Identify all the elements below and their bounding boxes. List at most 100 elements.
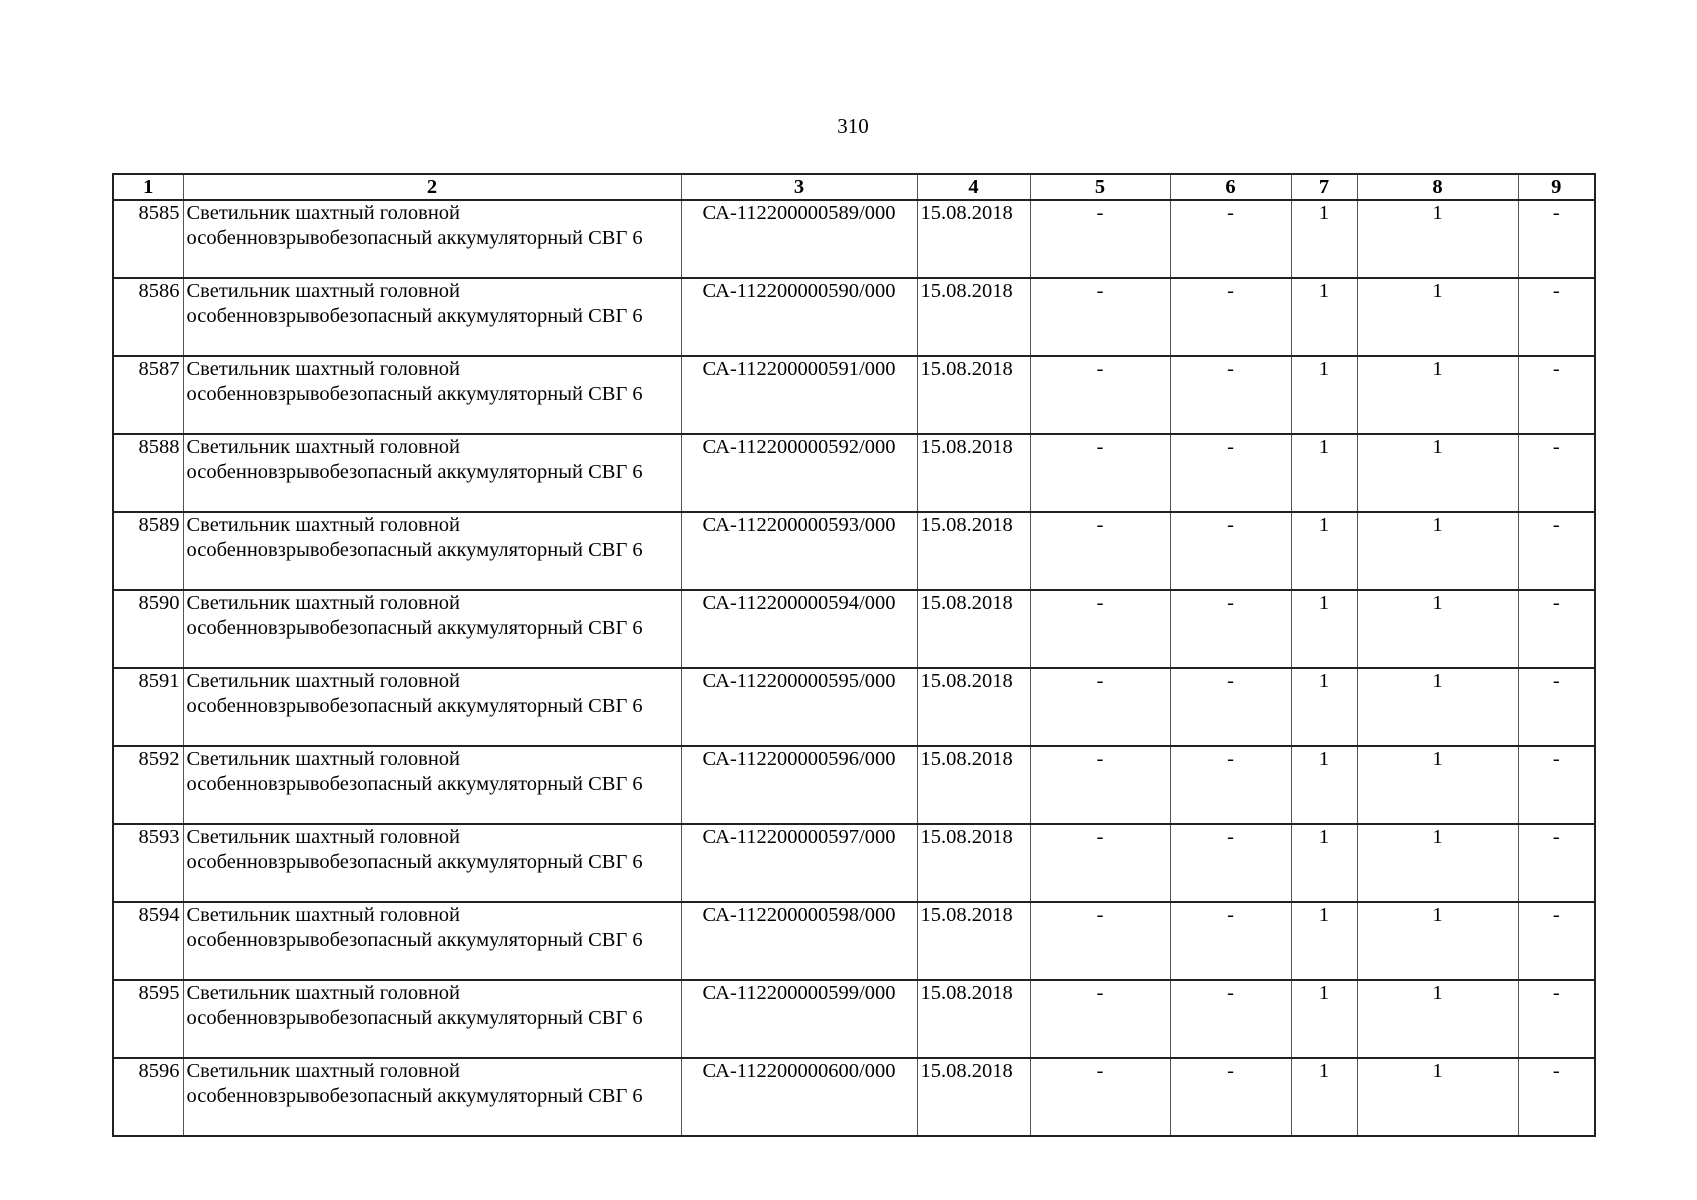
column-header: 1 (112, 173, 184, 201)
cell-name: Светильник шахтный головной особенновзры… (182, 1057, 682, 1137)
cell-c5: - (1029, 589, 1171, 669)
cell-c6: - (1169, 901, 1292, 981)
table-row: 8591 Светильник шахтный головной особенно… (112, 667, 1596, 747)
cell-c5: - (1029, 355, 1171, 435)
cell-num: 8592 (112, 745, 184, 825)
cell-c6: - (1169, 511, 1292, 591)
table-row: 8592 Светильник шахтный головной особенно… (112, 745, 1596, 825)
cell-code: СА-112200000599/000 (680, 979, 918, 1059)
cell-date: 15.08.2018 (916, 745, 1031, 825)
cell-c8: 1 (1356, 589, 1519, 669)
cell-c8: 1 (1356, 511, 1519, 591)
table-row: 8596 Светильник шахтный головной особенно… (112, 1057, 1596, 1137)
cell-c8: 1 (1356, 979, 1519, 1059)
cell-code: СА-112200000600/000 (680, 1057, 918, 1137)
table-row: 8594 Светильник шахтный головной особенно… (112, 901, 1596, 981)
cell-c7: 1 (1290, 823, 1358, 903)
cell-c7: 1 (1290, 667, 1358, 747)
cell-c6: - (1169, 745, 1292, 825)
cell-num: 8588 (112, 433, 184, 513)
cell-num: 8591 (112, 667, 184, 747)
cell-c7: 1 (1290, 511, 1358, 591)
cell-c9: - (1517, 511, 1596, 591)
cell-c7: 1 (1290, 355, 1358, 435)
cell-c5: - (1029, 1057, 1171, 1137)
cell-c9: - (1517, 199, 1596, 279)
cell-name: Светильник шахтный головной особенновзры… (182, 433, 682, 513)
cell-name: Светильник шахтный головной особенновзры… (182, 823, 682, 903)
cell-c8: 1 (1356, 901, 1519, 981)
cell-date: 15.08.2018 (916, 979, 1031, 1059)
cell-c5: - (1029, 667, 1171, 747)
cell-code: СА-112200000595/000 (680, 667, 918, 747)
table-row: 8585 Светильник шахтный головной особенно… (112, 199, 1596, 279)
cell-code: СА-112200000598/000 (680, 901, 918, 981)
cell-date: 15.08.2018 (916, 589, 1031, 669)
cell-code: СА-112200000589/000 (680, 199, 918, 279)
cell-name: Светильник шахтный головной особенновзры… (182, 199, 682, 279)
cell-code: СА-112200000596/000 (680, 745, 918, 825)
table-row: 8589 Светильник шахтный головной особенно… (112, 511, 1596, 591)
cell-c5: - (1029, 901, 1171, 981)
cell-code: СА-112200000593/000 (680, 511, 918, 591)
cell-c9: - (1517, 433, 1596, 513)
cell-num: 8586 (112, 277, 184, 357)
cell-c5: - (1029, 277, 1171, 357)
column-header: 9 (1517, 173, 1596, 201)
table-row: 8595 Светильник шахтный головной особенно… (112, 979, 1596, 1059)
cell-c5: - (1029, 745, 1171, 825)
cell-num: 8589 (112, 511, 184, 591)
cell-num: 8594 (112, 901, 184, 981)
cell-name: Светильник шахтный головной особенновзры… (182, 901, 682, 981)
cell-code: СА-112200000594/000 (680, 589, 918, 669)
cell-date: 15.08.2018 (916, 355, 1031, 435)
cell-name: Светильник шахтный головной особенновзры… (182, 355, 682, 435)
table-row: 8586 Светильник шахтный головной особенно… (112, 277, 1596, 357)
cell-date: 15.08.2018 (916, 823, 1031, 903)
cell-num: 8595 (112, 979, 184, 1059)
cell-date: 15.08.2018 (916, 511, 1031, 591)
cell-c6: - (1169, 667, 1292, 747)
cell-date: 15.08.2018 (916, 277, 1031, 357)
cell-c9: - (1517, 901, 1596, 981)
cell-date: 15.08.2018 (916, 901, 1031, 981)
cell-c9: - (1517, 355, 1596, 435)
cell-c8: 1 (1356, 199, 1519, 279)
cell-c7: 1 (1290, 901, 1358, 981)
cell-c9: - (1517, 667, 1596, 747)
column-header: 4 (916, 173, 1031, 201)
column-header: 6 (1169, 173, 1292, 201)
cell-c6: - (1169, 1057, 1292, 1137)
cell-date: 15.08.2018 (916, 433, 1031, 513)
cell-c9: - (1517, 277, 1596, 357)
cell-c8: 1 (1356, 355, 1519, 435)
cell-num: 8590 (112, 589, 184, 669)
cell-c7: 1 (1290, 1057, 1358, 1137)
column-header: 2 (182, 173, 682, 201)
cell-c5: - (1029, 433, 1171, 513)
cell-c5: - (1029, 199, 1171, 279)
cell-c9: - (1517, 589, 1596, 669)
table-row: 8587 Светильник шахтный головной особенно… (112, 355, 1596, 435)
cell-c8: 1 (1356, 277, 1519, 357)
column-header: 7 (1290, 173, 1358, 201)
cell-c8: 1 (1356, 667, 1519, 747)
cell-c7: 1 (1290, 199, 1358, 279)
cell-c9: - (1517, 979, 1596, 1059)
cell-code: СА-112200000592/000 (680, 433, 918, 513)
table-row: 8588 Светильник шахтный головной особенно… (112, 433, 1596, 513)
cell-c8: 1 (1356, 1057, 1519, 1137)
cell-num: 8587 (112, 355, 184, 435)
cell-num: 8585 (112, 199, 184, 279)
cell-name: Светильник шахтный головной особенновзры… (182, 667, 682, 747)
cell-name: Светильник шахтный головной особенновзры… (182, 979, 682, 1059)
cell-c6: - (1169, 979, 1292, 1059)
table-row: 8590 Светильник шахтный головной особенно… (112, 589, 1596, 669)
cell-date: 15.08.2018 (916, 199, 1031, 279)
cell-c7: 1 (1290, 433, 1358, 513)
cell-c9: - (1517, 745, 1596, 825)
cell-c5: - (1029, 823, 1171, 903)
cell-name: Светильник шахтный головной особенновзры… (182, 277, 682, 357)
